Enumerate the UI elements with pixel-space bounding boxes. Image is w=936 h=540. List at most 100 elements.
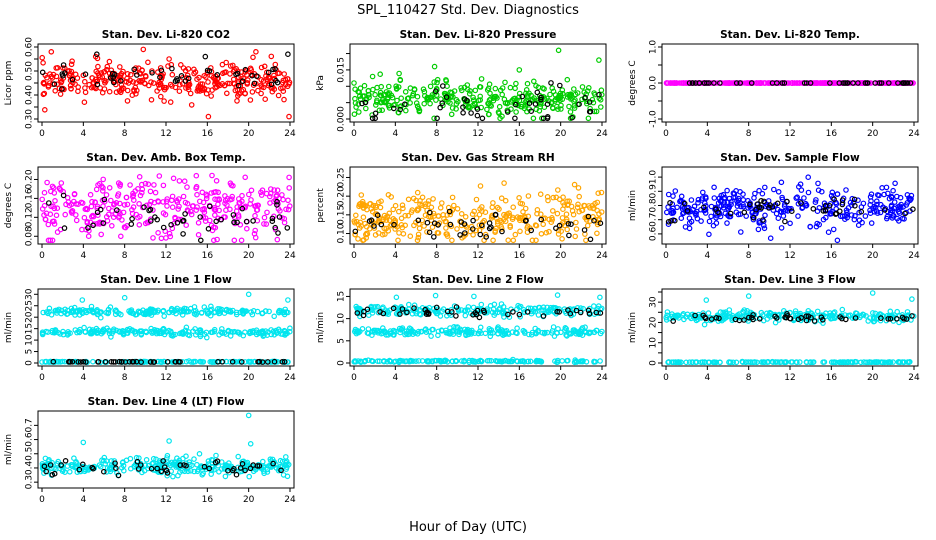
data-point <box>100 176 107 183</box>
data-point <box>118 233 124 240</box>
data-point <box>176 88 183 95</box>
data-point <box>119 358 125 365</box>
data-point <box>750 312 756 318</box>
data-point <box>666 315 673 322</box>
data-point <box>49 183 56 190</box>
data-point <box>180 231 186 237</box>
data-point <box>186 332 193 339</box>
data-point <box>740 197 747 203</box>
data-point <box>556 95 562 101</box>
data-point <box>93 68 100 75</box>
data-point <box>896 359 903 365</box>
data-point <box>863 359 870 366</box>
data-point <box>496 103 503 110</box>
data-point <box>82 328 88 335</box>
data-point <box>528 108 535 115</box>
data-point <box>183 324 190 331</box>
data-point <box>525 193 532 199</box>
data-point <box>116 358 123 365</box>
data-point <box>90 358 96 365</box>
data-point <box>461 221 468 227</box>
data-point <box>544 101 551 108</box>
data-point <box>576 101 582 108</box>
data-point <box>283 206 289 213</box>
data-point <box>68 61 75 68</box>
data-point <box>266 308 272 315</box>
data-point <box>222 473 229 480</box>
data-point <box>57 465 63 472</box>
data-point <box>148 97 155 103</box>
data-point <box>72 358 79 365</box>
data-point <box>148 465 155 472</box>
y-tick-label: 0.08 <box>25 226 35 246</box>
data-point <box>56 185 63 192</box>
data-point <box>494 309 501 316</box>
data-point <box>564 202 571 209</box>
data-point <box>229 358 236 365</box>
data-point <box>573 307 580 314</box>
data-point <box>182 211 188 217</box>
data-point <box>285 197 291 204</box>
data-point <box>741 317 747 323</box>
data-point <box>494 95 500 101</box>
data-point <box>73 217 80 224</box>
data-point <box>885 316 892 322</box>
data-point <box>212 80 218 87</box>
data-point <box>49 218 56 225</box>
data-point <box>663 80 670 86</box>
data-point <box>239 78 246 85</box>
data-point <box>683 359 690 366</box>
data-point <box>74 461 80 467</box>
data-point <box>774 206 781 213</box>
data-point <box>39 69 46 76</box>
data-point <box>170 309 176 315</box>
data-point <box>852 315 859 321</box>
data-point <box>751 195 757 201</box>
data-point <box>450 327 456 334</box>
data-point <box>103 192 110 198</box>
data-point <box>413 100 420 106</box>
data-point <box>157 74 163 81</box>
data-point <box>258 64 265 71</box>
data-point <box>510 237 517 244</box>
data-point <box>198 237 204 244</box>
data-point <box>562 308 568 315</box>
data-point <box>556 222 563 229</box>
data-point <box>231 219 237 226</box>
data-point <box>185 75 192 82</box>
data-point <box>550 324 557 330</box>
data-point <box>252 234 259 241</box>
data-point <box>872 80 879 86</box>
data-point <box>533 330 539 337</box>
x-tick-label: 16 <box>514 129 526 139</box>
data-point <box>71 191 78 198</box>
data-point <box>566 103 572 110</box>
data-point <box>454 206 461 212</box>
data-point <box>533 106 540 113</box>
data-point <box>561 202 568 208</box>
data-point <box>88 203 95 210</box>
data-point <box>200 214 207 220</box>
data-point <box>830 359 837 366</box>
data-point <box>782 314 788 321</box>
data-point <box>175 358 182 365</box>
data-point <box>357 85 364 92</box>
data-point <box>79 297 86 303</box>
data-point <box>490 306 497 313</box>
data-point <box>72 71 79 78</box>
data-point <box>767 310 773 317</box>
data-point <box>240 86 247 93</box>
data-point <box>583 329 589 336</box>
data-point <box>108 197 114 204</box>
data-point <box>909 296 915 302</box>
data-point <box>417 198 423 204</box>
data-point <box>367 200 374 207</box>
data-point <box>437 104 444 111</box>
data-point <box>674 312 680 319</box>
data-point <box>810 359 817 365</box>
data-point <box>84 220 91 226</box>
data-point <box>811 318 818 324</box>
data-point <box>562 327 568 333</box>
data-point <box>372 91 378 98</box>
data-point <box>419 194 426 201</box>
